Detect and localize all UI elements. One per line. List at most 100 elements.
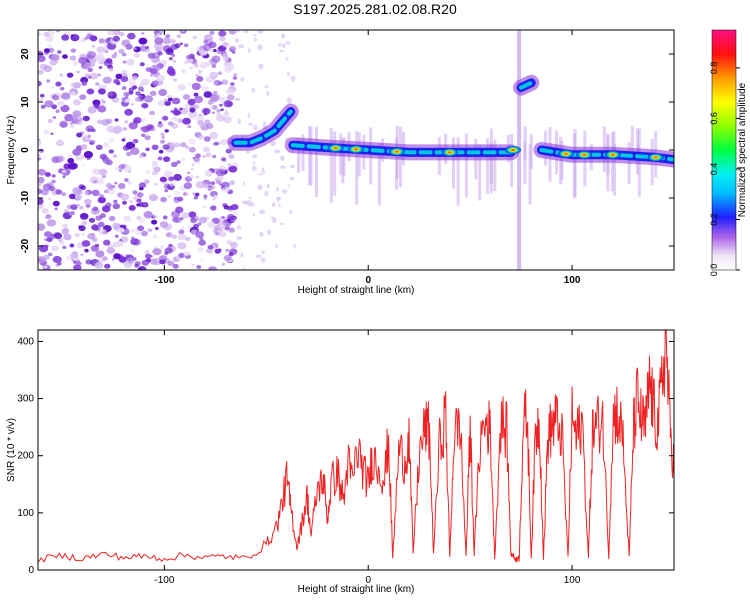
noise-speckle bbox=[198, 216, 208, 224]
noise-speckle bbox=[196, 46, 205, 53]
noise-speckle bbox=[62, 245, 67, 249]
noise-speckle bbox=[285, 57, 289, 61]
ridge-center bbox=[519, 80, 534, 90]
noise-speckle bbox=[257, 173, 264, 176]
noise-speckle bbox=[38, 69, 44, 75]
noise-speckle bbox=[211, 55, 221, 63]
ridge-peak bbox=[647, 153, 664, 162]
noise-speckle bbox=[67, 158, 75, 164]
noise-speckle bbox=[52, 255, 62, 264]
noise-speckle bbox=[229, 180, 235, 186]
noise-speckle bbox=[88, 217, 96, 223]
noise-speckle bbox=[281, 33, 285, 39]
noise-speckle bbox=[203, 196, 208, 200]
noise-speckle bbox=[102, 157, 111, 165]
noise-speckle bbox=[136, 198, 142, 203]
noise-speckle bbox=[162, 181, 167, 185]
noise-speckle bbox=[90, 73, 99, 80]
noise-speckle bbox=[51, 54, 60, 61]
noise-speckle bbox=[61, 169, 67, 174]
y-axis-title: SNR (10 * v/v) bbox=[6, 418, 17, 482]
noise-speckle bbox=[153, 166, 161, 173]
noise-speckle bbox=[210, 181, 216, 186]
noise-speckle bbox=[243, 200, 249, 205]
ridge-center bbox=[290, 143, 513, 155]
noise-speckle bbox=[85, 203, 91, 208]
y-tick-label: 200 bbox=[17, 451, 34, 462]
noise-speckle bbox=[149, 90, 157, 96]
noise-speckle bbox=[59, 86, 65, 91]
noise-speckle bbox=[222, 53, 229, 58]
noise-speckle bbox=[78, 57, 87, 64]
noise-speckle bbox=[279, 49, 285, 53]
noise-speckle bbox=[282, 43, 286, 49]
ridge-streak bbox=[456, 137, 460, 206]
noise-speckle bbox=[120, 236, 129, 243]
noise-speckle bbox=[91, 45, 95, 48]
noise-speckle bbox=[173, 109, 181, 116]
noise-speckle bbox=[266, 91, 270, 97]
noise-speckle bbox=[67, 162, 77, 170]
noise-speckle bbox=[158, 149, 164, 154]
noise-speckle bbox=[195, 181, 205, 189]
noise-speckle bbox=[234, 38, 240, 43]
noise-speckle bbox=[180, 30, 186, 33]
noise-speckle bbox=[195, 231, 205, 239]
noise-speckle bbox=[42, 156, 47, 160]
noise-speckle bbox=[162, 144, 170, 150]
noise-speckle bbox=[225, 148, 232, 154]
noise-speckle bbox=[261, 251, 265, 254]
noise-speckle bbox=[193, 95, 203, 104]
noise-speckle bbox=[280, 165, 286, 169]
noise-speckle bbox=[202, 155, 206, 158]
noise-speckle bbox=[139, 186, 144, 191]
y-tick-label: 20 bbox=[20, 48, 31, 60]
noise-speckle bbox=[104, 50, 109, 54]
noise-speckle bbox=[85, 259, 93, 265]
noise-speckle bbox=[159, 176, 168, 183]
noise-speckle bbox=[68, 211, 74, 216]
noise-speckle bbox=[92, 99, 101, 106]
noise-speckle bbox=[277, 43, 282, 47]
noise-speckle bbox=[253, 34, 257, 37]
noise-speckle bbox=[96, 46, 105, 53]
ridge-streak bbox=[613, 144, 617, 196]
noise-speckle bbox=[192, 192, 196, 196]
noise-speckle bbox=[208, 185, 212, 188]
ridge-streak bbox=[528, 144, 532, 205]
noise-speckle bbox=[118, 256, 127, 263]
noise-speckle bbox=[141, 133, 146, 137]
noise-speckle bbox=[148, 194, 158, 202]
noise-speckle bbox=[164, 247, 173, 254]
noise-speckle bbox=[177, 242, 187, 250]
noise-speckle bbox=[184, 61, 189, 64]
y-tick-label: 400 bbox=[17, 336, 34, 347]
noise-speckle bbox=[181, 226, 185, 230]
noise-speckle bbox=[57, 50, 62, 54]
noise-speckle bbox=[208, 266, 218, 270]
noise-speckle bbox=[52, 200, 60, 207]
colorbar-frame bbox=[711, 29, 737, 271]
noise-speckle bbox=[158, 255, 168, 262]
noise-speckle bbox=[168, 182, 175, 187]
noise-speckle bbox=[179, 42, 183, 45]
noise-speckle bbox=[171, 116, 178, 122]
noise-speckle bbox=[260, 257, 266, 263]
noise-speckle bbox=[97, 196, 106, 204]
noise-speckle bbox=[181, 212, 190, 219]
noise-speckle bbox=[229, 248, 238, 255]
noise-speckle bbox=[114, 118, 119, 122]
noise-speckle bbox=[95, 82, 100, 86]
noise-speckle bbox=[213, 230, 222, 236]
ridge-streak bbox=[297, 137, 301, 173]
noise-speckle bbox=[101, 175, 106, 179]
noise-speckle bbox=[195, 74, 199, 77]
noise-speckle bbox=[168, 176, 175, 182]
noise-speckle bbox=[197, 120, 204, 126]
noise-speckle bbox=[221, 216, 225, 219]
noise-speckle bbox=[70, 252, 78, 259]
noise-speckle bbox=[132, 141, 136, 144]
ridge-streak bbox=[333, 131, 337, 196]
noise-speckle bbox=[118, 169, 122, 172]
